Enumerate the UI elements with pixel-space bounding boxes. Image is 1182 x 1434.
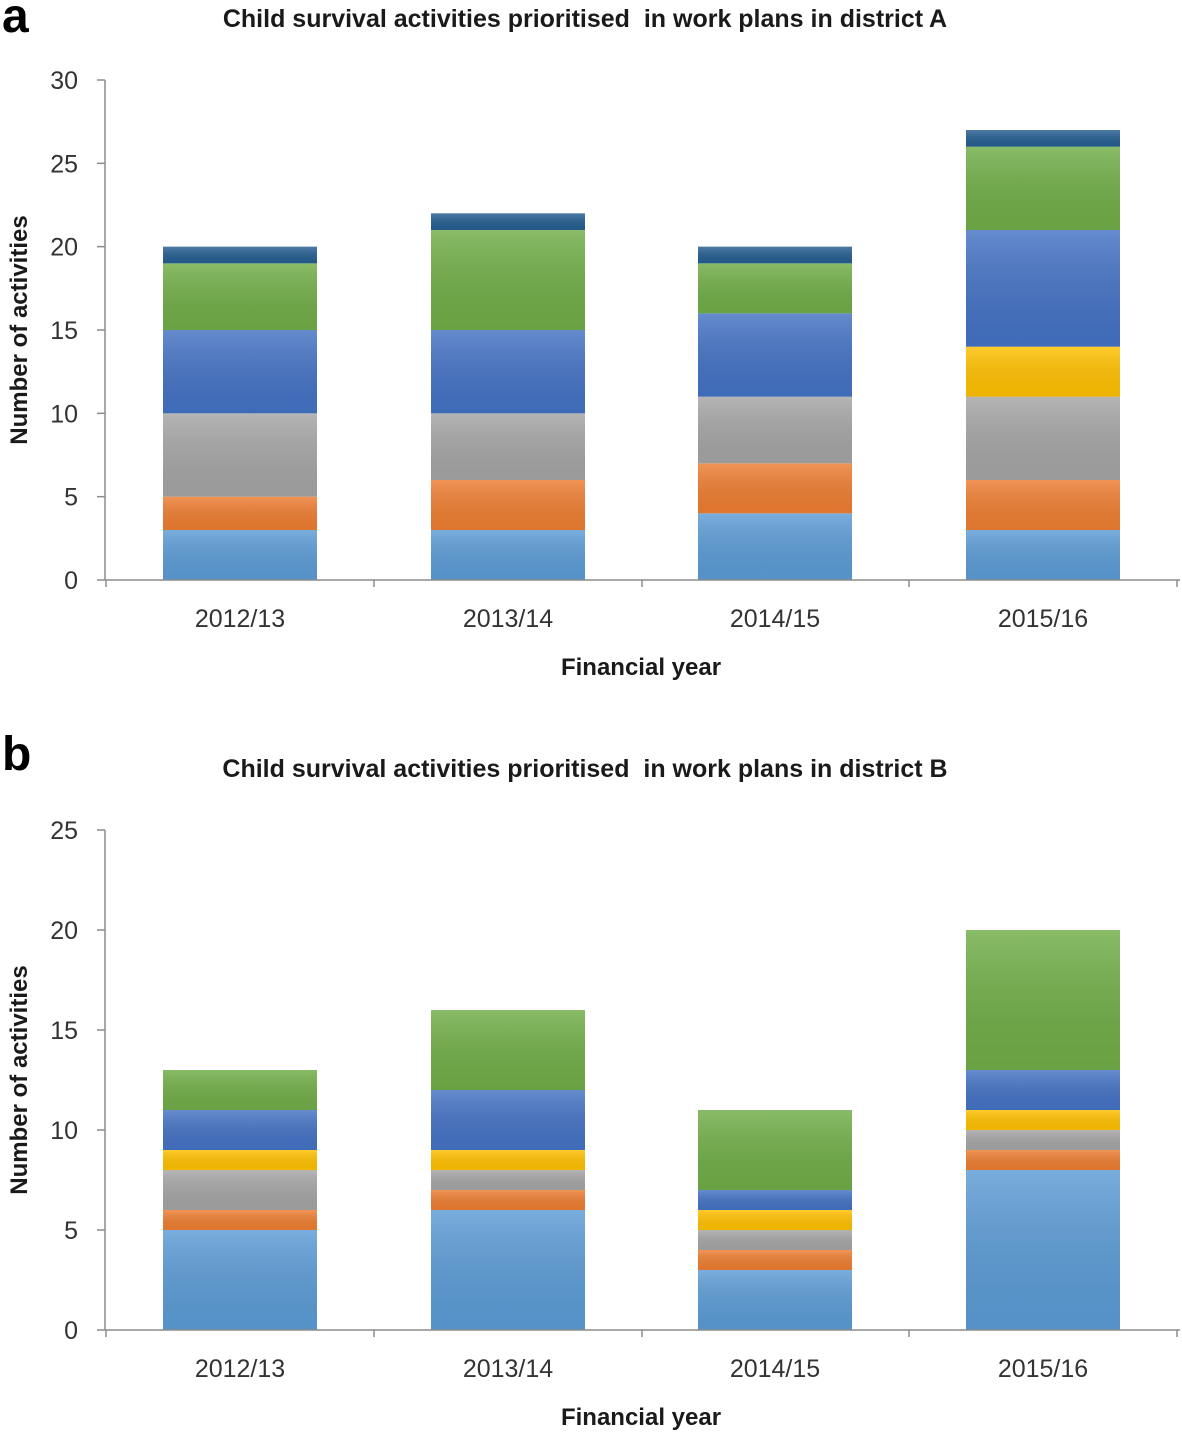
y-tick-label-b-15: 15 <box>50 1017 78 1045</box>
y-tick-label-a-25: 25 <box>50 150 78 178</box>
x-tick-label-b-3: 2015/16 <box>998 1355 1088 1383</box>
y-tick-label-b-25: 25 <box>50 817 78 845</box>
bar-segment-shade-a-3-light-blue <box>966 530 1120 580</box>
chart-b-plot: 2012/13 2013/14 2014/15 2015/16 0 5 10 15 20 25 <box>50 817 1180 1383</box>
chart-b-x-axis-title: Financial year <box>561 1404 721 1431</box>
bar-segment-shade-b-1-orange <box>431 1190 585 1210</box>
bar-segment-shade-b-3-gray <box>966 1130 1120 1150</box>
bar-segment-shade-b-2-green <box>698 1110 852 1190</box>
x-tick-label-b-1: 2013/14 <box>463 1355 553 1383</box>
bar-segment-shade-b-2-light-blue <box>698 1270 852 1330</box>
bar-segment-shade-a-2-light-blue <box>698 513 852 580</box>
bar-segment-shade-a-2-blue <box>698 313 852 397</box>
bar-segment-shade-b-1-gray <box>431 1170 585 1190</box>
x-tick-label-b-2: 2014/15 <box>730 1355 820 1383</box>
bar-segment-shade-a-0-light-blue <box>163 530 317 580</box>
panel-a-letter: a <box>2 0 29 43</box>
bar-segment-shade-a-3-green <box>966 146 1120 230</box>
panel-b-letter: b <box>2 728 31 781</box>
bar-segment-shade-b-2-yellow <box>698 1210 852 1230</box>
y-tick-label-a-0: 0 <box>64 567 78 595</box>
bar-segment-shade-a-2-gray <box>698 396 852 464</box>
bar-segment-shade-b-0-gray <box>163 1170 317 1210</box>
chart-a-y-axis-title: Number of activities <box>6 215 33 444</box>
bar-segment-shade-b-3-yellow <box>966 1110 1120 1130</box>
x-tick-label-b-0: 2012/13 <box>195 1355 285 1383</box>
bar-segment-shade-b-3-blue <box>966 1070 1120 1110</box>
bar-segment-shade-a-3-blue <box>966 230 1120 347</box>
y-tick-label-b-10: 10 <box>50 1117 78 1145</box>
chart-panel-a: a Child survival activities prioritised … <box>2 0 1180 681</box>
y-tick-label-a-5: 5 <box>64 484 78 512</box>
bar-segment-shade-a-2-dark-blue <box>698 246 852 264</box>
bar-segment-shade-b-2-blue <box>698 1190 852 1210</box>
y-tick-label-a-10: 10 <box>50 400 78 428</box>
bar-segment-shade-a-1-orange <box>431 480 585 530</box>
bar-segment-shade-b-0-orange <box>163 1210 317 1230</box>
bar-segment-shade-a-1-gray <box>431 413 585 480</box>
bar-segment-shade-b-1-green <box>431 1010 585 1090</box>
bar-segment-shade-a-1-dark-blue <box>431 213 585 230</box>
bar-segment-shade-a-1-light-blue <box>431 530 585 580</box>
y-tick-label-b-20: 20 <box>50 917 78 945</box>
bar-segment-shade-b-1-blue <box>431 1090 585 1150</box>
y-tick-label-a-15: 15 <box>50 317 78 345</box>
bar-segment-shade-a-2-green <box>698 263 852 314</box>
y-tick-label-a-20: 20 <box>50 234 78 262</box>
chart-a-plot: 2012/13 2013/14 2014/15 2015/16 0 5 10 15 20 25 30 <box>50 67 1180 633</box>
bar-segment-shade-a-0-blue <box>163 330 317 414</box>
chart-b-title: Child survival activities prioritised in… <box>222 755 947 783</box>
bar-segment-shade-a-3-gray <box>966 396 1120 480</box>
bar-segment-shade-b-1-light-blue <box>431 1210 585 1330</box>
bar-segment-shade-b-2-orange <box>698 1250 852 1270</box>
bar-segment-shade-a-0-green <box>163 263 317 330</box>
bar-segment-shade-a-0-gray <box>163 413 317 497</box>
bar-segment-shade-b-3-light-blue <box>966 1170 1120 1330</box>
bar-segment-shade-b-0-light-blue <box>163 1230 317 1330</box>
x-tick-label-a-0: 2012/13 <box>195 605 285 633</box>
bar-segment-shade-a-0-dark-blue <box>163 246 317 264</box>
bar-segment-shade-a-2-orange <box>698 463 852 514</box>
bar-segment-shade-b-0-blue <box>163 1110 317 1150</box>
y-tick-label-b-0: 0 <box>64 1317 78 1345</box>
chart-a-title: Child survival activities prioritised in… <box>223 5 947 33</box>
bar-segment-shade-b-1-yellow <box>431 1150 585 1170</box>
y-tick-label-a-30: 30 <box>50 67 78 95</box>
bar-segment-shade-a-0-orange <box>163 496 317 530</box>
bar-segment-shade-b-3-green <box>966 930 1120 1070</box>
x-tick-label-a-2: 2014/15 <box>730 605 820 633</box>
bar-segment-shade-a-1-blue <box>431 330 585 414</box>
bar-segment-shade-a-1-green <box>431 230 585 330</box>
bar-segment-shade-b-3-orange <box>966 1150 1120 1170</box>
chart-a-x-axis-title: Financial year <box>561 654 721 681</box>
bar-segment-shade-a-3-yellow <box>966 346 1120 397</box>
x-tick-label-a-1: 2013/14 <box>463 605 553 633</box>
bar-segment-shade-b-2-gray <box>698 1230 852 1250</box>
bar-segment-shade-b-0-green <box>163 1070 317 1110</box>
chart-panel-b: b Child survival activities prioritised … <box>2 728 1180 1431</box>
bar-segment-shade-a-3-dark-blue <box>966 130 1120 147</box>
bar-segment-shade-a-3-orange <box>966 480 1120 530</box>
x-tick-label-a-3: 2015/16 <box>998 605 1088 633</box>
bar-segment-shade-b-0-yellow <box>163 1150 317 1170</box>
chart-b-y-axis-title: Number of activities <box>6 965 33 1194</box>
y-tick-label-b-5: 5 <box>64 1217 78 1245</box>
